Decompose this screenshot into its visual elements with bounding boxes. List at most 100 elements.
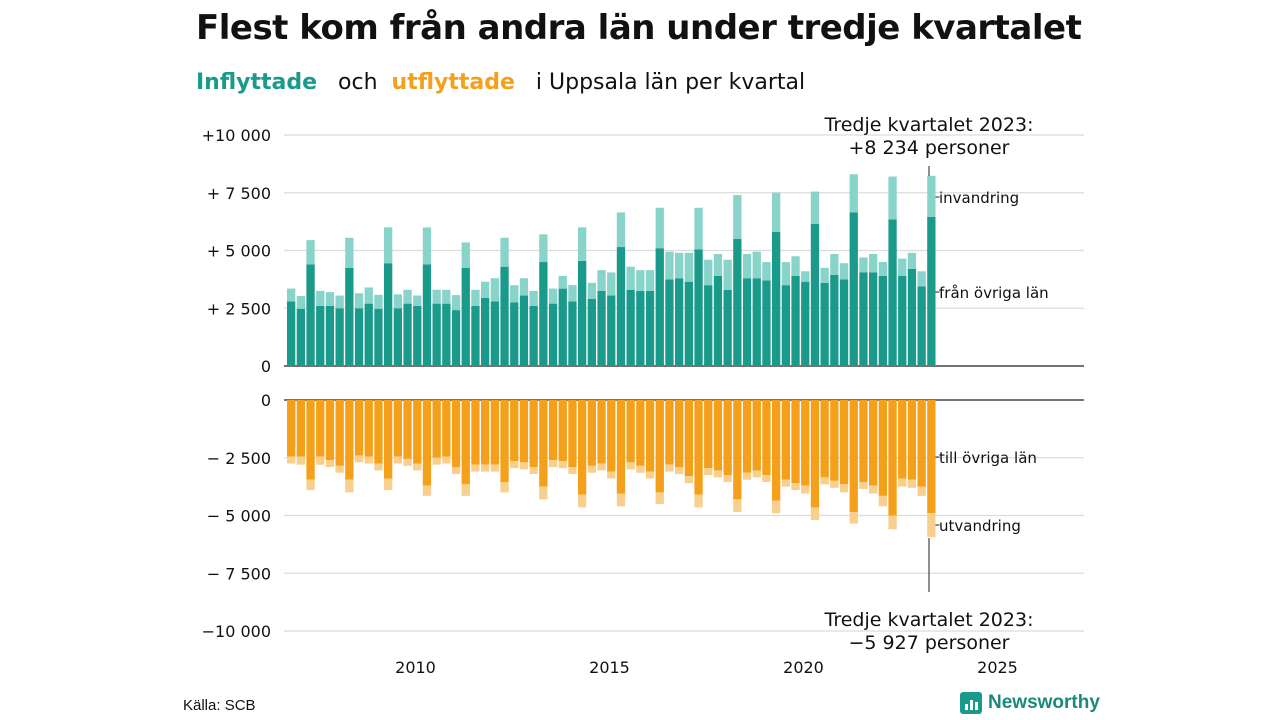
bar-utvandring bbox=[849, 512, 858, 524]
newsworthy-logo-icon bbox=[960, 692, 982, 714]
bar-fran-ovriga-lan bbox=[878, 275, 887, 366]
bar-utvandring bbox=[287, 456, 296, 464]
chart-subtitle: Inflyttade och utflyttade i Uppsala län … bbox=[196, 70, 805, 95]
bar-invandring bbox=[917, 271, 926, 287]
bar-till-ovriga-lan bbox=[384, 400, 393, 479]
bar-invandring bbox=[694, 207, 703, 250]
bar-utvandring bbox=[432, 457, 441, 465]
bar-invandring bbox=[898, 258, 907, 276]
bar-utvandring bbox=[859, 482, 868, 489]
bar-till-ovriga-lan bbox=[898, 400, 907, 479]
bar-till-ovriga-lan bbox=[907, 400, 917, 480]
bar-utvandring bbox=[539, 486, 548, 500]
bar-utvandring bbox=[645, 471, 655, 479]
bar-fran-ovriga-lan bbox=[481, 297, 490, 366]
y-tick-label: − 5 000 bbox=[207, 507, 271, 526]
bar-till-ovriga-lan bbox=[345, 400, 354, 480]
bar-invandring bbox=[490, 278, 499, 302]
bar-utvandring bbox=[888, 515, 897, 530]
bar-till-ovriga-lan bbox=[296, 400, 305, 457]
bar-invandring bbox=[830, 253, 839, 275]
bar-utvandring bbox=[878, 495, 887, 507]
bar-fran-ovriga-lan bbox=[665, 279, 674, 366]
bar-invandring bbox=[675, 252, 684, 279]
bar-invandring bbox=[810, 191, 820, 224]
bar-till-ovriga-lan bbox=[723, 400, 732, 476]
bar-till-ovriga-lan bbox=[325, 400, 335, 461]
bar-invandring bbox=[733, 195, 742, 239]
bar-fran-ovriga-lan bbox=[839, 279, 849, 366]
bar-utvandring bbox=[772, 500, 781, 514]
bar-utvandring bbox=[830, 480, 839, 488]
bar-till-ovriga-lan bbox=[451, 400, 461, 467]
bar-till-ovriga-lan bbox=[490, 400, 499, 465]
bar-invandring bbox=[384, 227, 393, 264]
bar-fran-ovriga-lan bbox=[471, 305, 480, 366]
bar-utvandring bbox=[810, 507, 820, 521]
bar-fran-ovriga-lan bbox=[859, 272, 868, 366]
bar-invandring bbox=[354, 293, 364, 309]
bar-fran-ovriga-lan bbox=[830, 274, 839, 366]
y-tick-label: + 7 500 bbox=[207, 184, 271, 203]
bar-fran-ovriga-lan bbox=[442, 303, 451, 366]
bar-utvandring bbox=[354, 455, 364, 463]
bar-fran-ovriga-lan bbox=[801, 281, 810, 366]
bar-invandring bbox=[335, 295, 344, 309]
bar-till-ovriga-lan bbox=[335, 400, 344, 466]
bar-utvandring bbox=[655, 492, 664, 504]
bar-invandring bbox=[568, 285, 577, 302]
bar-fran-ovriga-lan bbox=[335, 308, 344, 366]
bar-invandring bbox=[296, 296, 305, 309]
bar-utvandring bbox=[529, 466, 538, 474]
label-fran-ovriga-lan: från övriga län bbox=[939, 284, 1049, 302]
bar-utvandring bbox=[869, 485, 878, 494]
bar-till-ovriga-lan bbox=[917, 400, 926, 487]
subtitle-inflyttade: Inflyttade bbox=[196, 70, 318, 95]
bar-till-ovriga-lan bbox=[665, 400, 674, 465]
bar-till-ovriga-lan bbox=[316, 400, 325, 457]
subtitle-utflyttade: utflyttade bbox=[391, 70, 515, 95]
bar-fran-ovriga-lan bbox=[898, 275, 907, 366]
bar-till-ovriga-lan bbox=[529, 400, 538, 467]
bar-till-ovriga-lan bbox=[927, 400, 936, 514]
bar-utvandring bbox=[636, 465, 645, 473]
bar-fran-ovriga-lan bbox=[539, 262, 548, 366]
bar-invandring bbox=[772, 192, 781, 233]
bar-invandring bbox=[752, 251, 761, 279]
bar-utvandring bbox=[364, 456, 373, 464]
bar-utvandring bbox=[917, 486, 926, 496]
bar-till-ovriga-lan bbox=[888, 400, 897, 516]
y-tick-label: 0 bbox=[261, 357, 271, 376]
annotation-top-line1: Tredje kvartalet 2023: bbox=[824, 114, 1034, 136]
bar-utvandring bbox=[500, 482, 509, 493]
bar-fran-ovriga-lan bbox=[810, 223, 820, 366]
bar-fran-ovriga-lan bbox=[752, 278, 761, 366]
bar-utvandring bbox=[742, 472, 752, 480]
bar-utvandring bbox=[684, 476, 693, 484]
bar-invandring bbox=[548, 288, 558, 304]
bar-fran-ovriga-lan bbox=[413, 305, 422, 366]
bar-fran-ovriga-lan bbox=[704, 285, 713, 366]
bar-utvandring bbox=[548, 460, 558, 467]
bar-fran-ovriga-lan bbox=[820, 282, 829, 366]
bar-till-ovriga-lan bbox=[791, 400, 800, 484]
bar-fran-ovriga-lan bbox=[558, 288, 567, 366]
bar-fran-ovriga-lan bbox=[364, 303, 373, 366]
bar-invandring bbox=[364, 287, 373, 304]
bar-utvandring bbox=[374, 463, 383, 471]
bar-utvandring bbox=[587, 465, 596, 473]
bar-invandring bbox=[636, 270, 645, 291]
bar-fran-ovriga-lan bbox=[374, 308, 383, 366]
bar-till-ovriga-lan bbox=[578, 400, 587, 495]
bar-utvandring bbox=[471, 464, 480, 472]
bar-utvandring bbox=[597, 463, 606, 471]
y-tick-label: 0 bbox=[261, 391, 271, 410]
bar-till-ovriga-lan bbox=[568, 400, 577, 467]
bar-fran-ovriga-lan bbox=[451, 310, 461, 366]
bar-utvandring bbox=[607, 471, 616, 479]
bar-utvandring bbox=[413, 463, 422, 471]
bar-utvandring bbox=[839, 484, 849, 493]
bar-till-ovriga-lan bbox=[548, 400, 558, 461]
bar-invandring bbox=[306, 240, 315, 265]
bar-fran-ovriga-lan bbox=[694, 249, 703, 366]
